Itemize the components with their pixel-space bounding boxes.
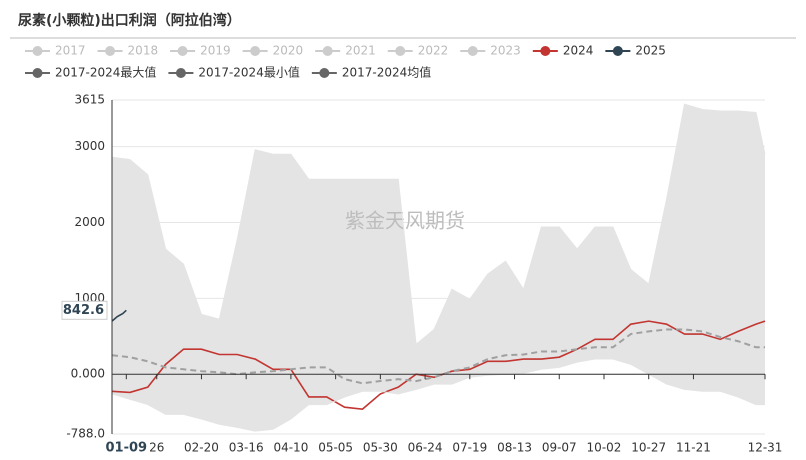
legend-dot: [105, 46, 116, 56]
legend-label: 2022: [418, 44, 449, 58]
x-tick-label: 12-31: [748, 441, 783, 455]
legend-dot: [612, 46, 623, 56]
legend-item: 2017-2024均值: [311, 65, 431, 80]
legend-item: 2019: [170, 44, 231, 58]
y-tick-label: 0.000: [71, 367, 105, 381]
legend-dot: [467, 46, 478, 56]
legend-dot: [32, 68, 43, 78]
y-tick-label: -788.0: [66, 427, 105, 441]
x-tick-label: 04-10: [273, 441, 308, 455]
legend-dot: [32, 46, 43, 56]
legend-label: 2020: [273, 44, 304, 58]
chart-title: 尿素(小颗粒)出口利润（阿拉伯湾）: [18, 12, 241, 29]
y-tick-label: 2000: [74, 215, 105, 229]
series-line: [111, 328, 765, 385]
x-tick-label: 06-24: [408, 441, 443, 455]
legend-dot: [177, 46, 188, 56]
y-tick-label: 3000: [74, 139, 105, 153]
legend-label: 2024: [563, 44, 594, 58]
x-tick-label: 11-21: [676, 441, 711, 455]
range-edge: [111, 103, 766, 346]
legend-dot: [395, 46, 406, 56]
legend-item: 2023: [460, 44, 521, 58]
x-tick-label: 05-30: [363, 441, 398, 455]
x-tick-label: 01-09: [106, 441, 148, 456]
legend-item: 2018: [97, 44, 159, 58]
x-tick-label: 10-27: [631, 441, 666, 455]
legend-dot: [322, 46, 333, 56]
legend-dot: [319, 68, 330, 78]
range-edge: [111, 358, 765, 432]
watermark: 紫金天风期货: [345, 209, 465, 233]
legend-item: 2017: [25, 44, 86, 58]
legend-label: 2019: [200, 44, 231, 58]
legend-label: 2017-2024最小值: [198, 65, 299, 80]
x-tick-label: 07-19: [452, 441, 487, 455]
legend-dot: [250, 46, 261, 56]
x-tick-label: 09-07: [542, 441, 577, 455]
legend-label: 2025: [635, 44, 666, 58]
legend-item: 2017-2024最小值: [168, 65, 300, 80]
legend-label: 2017-2024最大值: [55, 65, 156, 80]
legend-item: 2020: [242, 44, 304, 58]
x-tick-label: 26: [149, 441, 164, 455]
value-label-box: [61, 300, 108, 320]
y-tick-label: 3615: [74, 93, 105, 107]
range-band: [112, 104, 765, 432]
legend-label: 2017: [55, 44, 86, 58]
legend-item: 2024: [532, 44, 594, 58]
x-tick-label: 08-13: [497, 441, 532, 455]
x-tick-label: 03-16: [229, 441, 264, 455]
legend-dot: [175, 68, 186, 78]
x-tick-label: 10-02: [587, 441, 622, 455]
legend-item: 2025: [605, 44, 666, 58]
series-line: [111, 309, 127, 322]
legend-item: 2021: [315, 44, 376, 58]
legend-label: 2021: [345, 44, 376, 58]
legend-label: 2018: [128, 44, 159, 58]
value-label: 842.6: [63, 303, 104, 318]
legend-dot: [540, 46, 551, 56]
legend-item: 2022: [387, 44, 449, 58]
legend-label: 2023: [490, 44, 521, 58]
x-tick-label: 02-20: [184, 441, 219, 455]
x-tick-label: 05-05: [318, 441, 353, 455]
legend-label: 2017-2024均值: [342, 65, 431, 80]
legend-item: 2017-2024最大值: [25, 65, 156, 80]
